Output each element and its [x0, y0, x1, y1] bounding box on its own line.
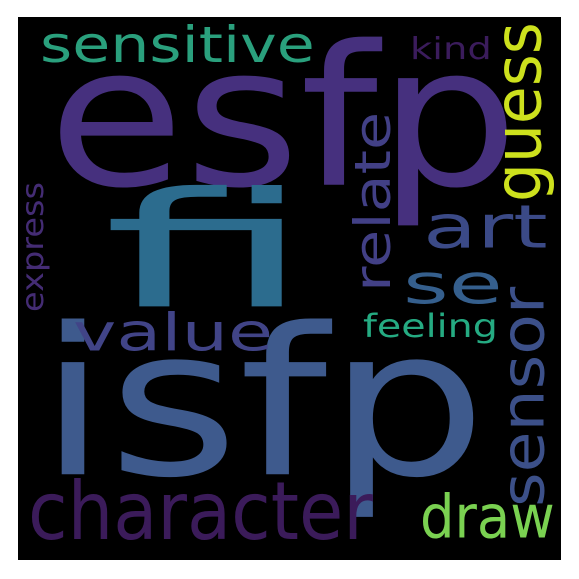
word-character: character	[28, 464, 373, 559]
word-sensor: sensor	[487, 286, 558, 507]
word-express: express	[18, 181, 51, 312]
word-feeling: feeling	[363, 307, 498, 345]
word-kind: kind	[410, 31, 492, 67]
word-relate: relate	[343, 111, 403, 293]
word-se: se	[403, 252, 503, 317]
word-cloud: esfp isfp fi character sensor sensitive …	[18, 17, 561, 560]
word-isfp: isfp	[38, 283, 487, 524]
word-sensitive: sensitive	[40, 17, 315, 74]
word-art: art	[423, 191, 548, 262]
word-draw: draw	[420, 481, 555, 552]
word-value: value	[73, 302, 274, 364]
word-esfp: esfp	[48, 17, 519, 232]
word-fi: fi	[103, 157, 313, 345]
word-guess: guess	[480, 22, 557, 203]
